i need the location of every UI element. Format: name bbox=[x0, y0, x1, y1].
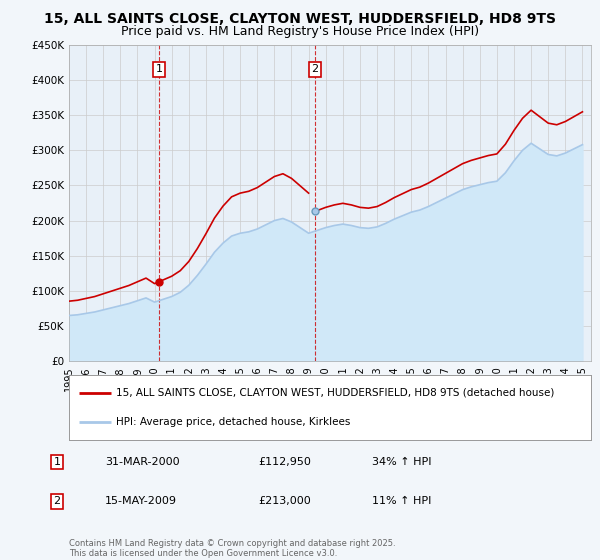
Text: Price paid vs. HM Land Registry's House Price Index (HPI): Price paid vs. HM Land Registry's House … bbox=[121, 25, 479, 38]
Text: 1: 1 bbox=[53, 457, 61, 467]
Text: 31-MAR-2000: 31-MAR-2000 bbox=[105, 457, 179, 467]
Text: 34% ↑ HPI: 34% ↑ HPI bbox=[372, 457, 431, 467]
Text: 15, ALL SAINTS CLOSE, CLAYTON WEST, HUDDERSFIELD, HD8 9TS (detached house): 15, ALL SAINTS CLOSE, CLAYTON WEST, HUDD… bbox=[116, 388, 554, 398]
Text: £213,000: £213,000 bbox=[258, 496, 311, 506]
Text: 2: 2 bbox=[53, 496, 61, 506]
Text: 1: 1 bbox=[155, 64, 163, 74]
Text: 15, ALL SAINTS CLOSE, CLAYTON WEST, HUDDERSFIELD, HD8 9TS: 15, ALL SAINTS CLOSE, CLAYTON WEST, HUDD… bbox=[44, 12, 556, 26]
Text: 2: 2 bbox=[311, 64, 319, 74]
Text: HPI: Average price, detached house, Kirklees: HPI: Average price, detached house, Kirk… bbox=[116, 417, 350, 427]
Text: £112,950: £112,950 bbox=[258, 457, 311, 467]
Text: 11% ↑ HPI: 11% ↑ HPI bbox=[372, 496, 431, 506]
Text: 15-MAY-2009: 15-MAY-2009 bbox=[105, 496, 177, 506]
Text: Contains HM Land Registry data © Crown copyright and database right 2025.
This d: Contains HM Land Registry data © Crown c… bbox=[69, 539, 395, 558]
